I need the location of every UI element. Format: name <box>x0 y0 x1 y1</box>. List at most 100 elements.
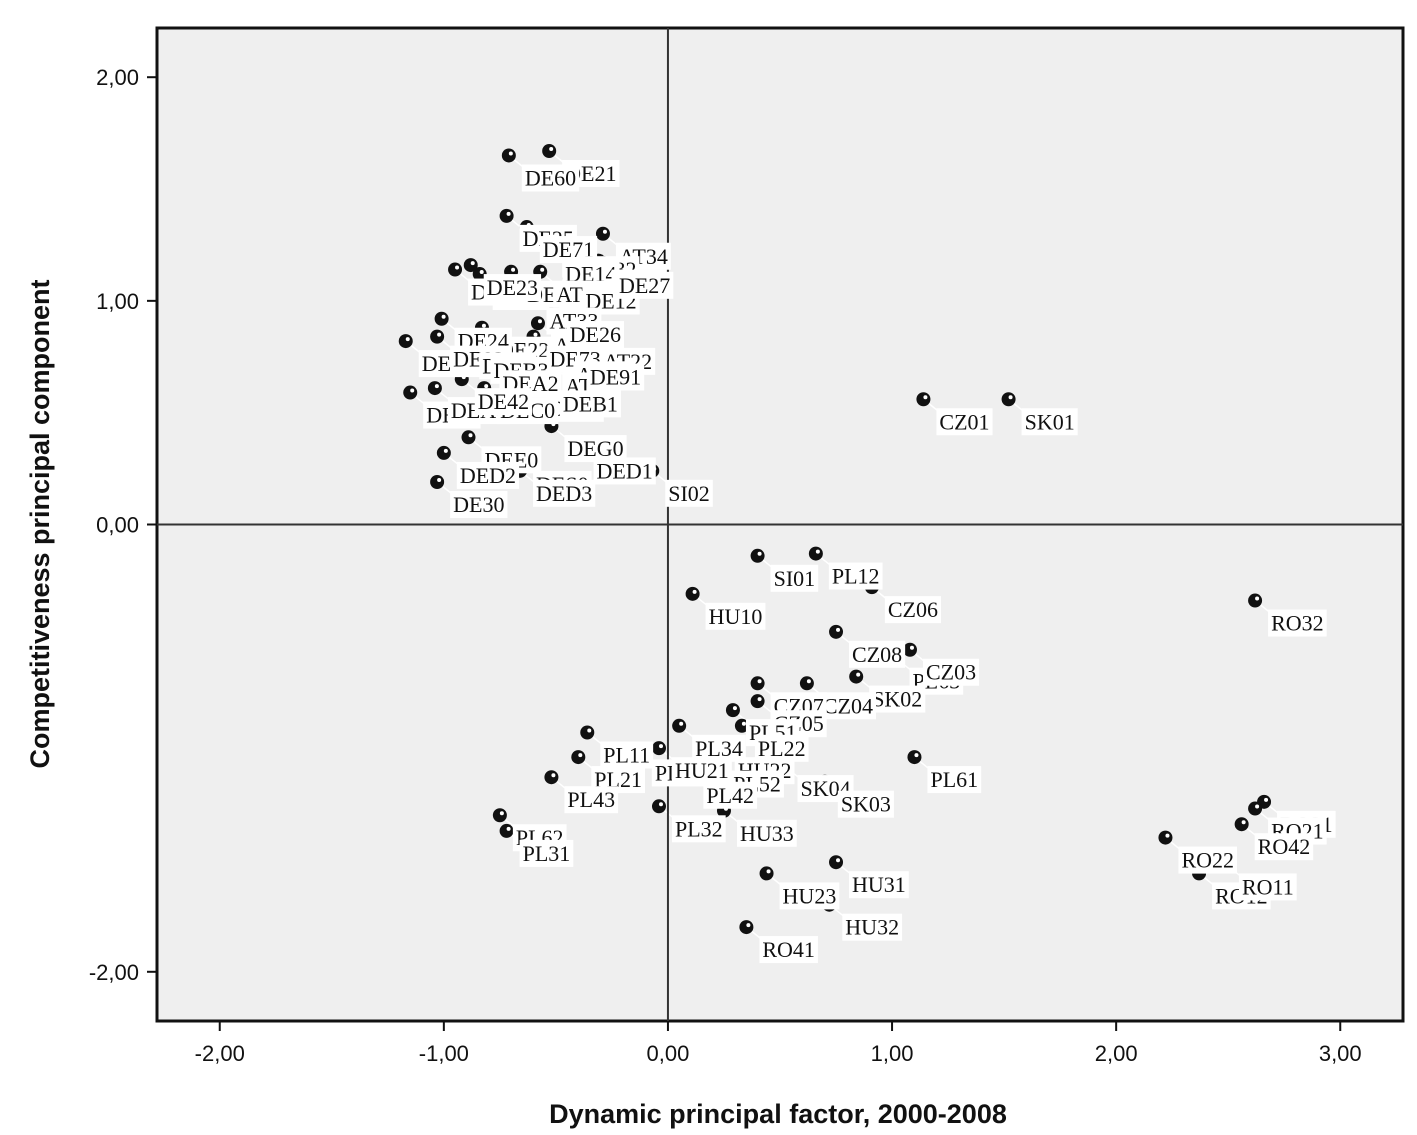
data-point <box>436 445 451 460</box>
data-point <box>448 262 463 277</box>
data-point-highlight <box>470 261 475 266</box>
data-point <box>499 823 514 838</box>
data-label-background <box>779 882 840 910</box>
data-label: PL34 <box>695 736 743 761</box>
data-label: DE42 <box>478 389 529 414</box>
data-point <box>501 148 516 163</box>
data-point <box>430 475 445 490</box>
data-point-highlight <box>484 384 489 389</box>
data-point-highlight <box>508 151 513 156</box>
data-point-highlight <box>746 923 751 928</box>
x-axis-title: Dynamic principal factor, 2000-2008 <box>549 1099 1007 1129</box>
data-label: DED2 <box>460 463 516 488</box>
data-point <box>1158 830 1173 845</box>
data-label-background <box>1238 873 1297 901</box>
data-point-highlight <box>511 267 516 272</box>
data-point-highlight <box>766 869 771 874</box>
data-label: HU32 <box>845 915 899 940</box>
data-label-background <box>922 658 980 686</box>
data-label-background <box>559 390 621 418</box>
data-label-background <box>884 596 942 624</box>
data-label: SI01 <box>774 566 816 591</box>
data-label: RO11 <box>1242 874 1294 899</box>
data-label-background <box>1268 609 1327 637</box>
data-label: PL12 <box>832 564 880 589</box>
data-point-highlight <box>909 645 914 650</box>
data-label-background <box>671 757 732 785</box>
data-label-background <box>474 388 533 416</box>
data-point-highlight <box>437 332 442 337</box>
data-point <box>750 676 765 691</box>
data-label-background <box>533 479 596 507</box>
data-label: CZ08 <box>852 642 902 667</box>
data-label-background <box>566 321 624 349</box>
data-point <box>571 750 586 765</box>
data-label-background <box>869 685 926 713</box>
data-point-highlight <box>1264 797 1269 802</box>
data-label: PL42 <box>706 783 754 808</box>
data-label: PL22 <box>758 736 806 761</box>
data-point <box>1234 817 1249 832</box>
data-label-background <box>586 363 645 391</box>
data-label-background <box>521 164 580 192</box>
x-tick-label: -2,00 <box>195 1041 245 1066</box>
data-point-highlight <box>679 721 684 726</box>
data-labels: DE21DE60DE11DE25DE71AT34AT32DE14AT13DE13… <box>418 160 1336 964</box>
data-label: PL31 <box>523 841 571 866</box>
data-point <box>472 267 487 282</box>
data-label: RO32 <box>1271 611 1324 636</box>
data-point <box>427 381 442 396</box>
data-point <box>849 669 864 684</box>
data-label-background <box>593 457 656 485</box>
data-label: CZ04 <box>823 693 873 718</box>
data-label-background <box>819 692 877 720</box>
data-label-background <box>483 274 542 302</box>
data-point <box>907 750 922 765</box>
data-point-highlight <box>506 211 511 216</box>
data-point <box>434 311 449 326</box>
x-tick-label: 0,00 <box>647 1041 690 1066</box>
data-point-highlight <box>815 549 820 554</box>
data-label-background <box>927 766 982 794</box>
data-point-highlight <box>914 753 919 758</box>
data-label-background <box>842 913 903 941</box>
data-point <box>492 808 507 823</box>
data-point-highlight <box>1165 833 1170 838</box>
data-point-highlight <box>537 319 542 324</box>
data-point-highlight <box>441 314 446 319</box>
data-label: HU33 <box>740 821 794 846</box>
data-point-highlight <box>658 744 663 749</box>
data-label: CZ01 <box>939 409 989 434</box>
data-point <box>403 385 418 400</box>
data-point-highlight <box>1255 804 1260 809</box>
data-point-highlight <box>468 433 473 438</box>
data-point-highlight <box>757 679 762 684</box>
data-point <box>463 258 478 273</box>
data-point <box>461 430 476 445</box>
data-point-highlight <box>410 388 415 393</box>
data-label-background <box>703 781 758 809</box>
data-point-highlight <box>533 332 538 337</box>
data-point-highlight <box>1241 820 1246 825</box>
data-point <box>829 624 844 639</box>
data-label-background <box>849 871 909 899</box>
data-point-highlight <box>540 267 545 272</box>
data-label-background <box>1254 833 1314 861</box>
data-point-highlight <box>658 802 663 807</box>
x-tick-label: 1,00 <box>871 1041 914 1066</box>
data-point <box>902 642 917 657</box>
data-point-highlight <box>481 323 486 328</box>
data-point-highlight <box>836 627 841 632</box>
data-point <box>398 334 413 349</box>
data-point <box>499 208 514 223</box>
data-point <box>544 770 559 785</box>
data-label: DEB1 <box>563 391 618 416</box>
data-point <box>799 676 814 691</box>
data-point-highlight <box>1008 395 1013 400</box>
data-point <box>672 718 687 733</box>
data-point <box>595 226 610 241</box>
data-label-background <box>615 271 674 299</box>
data-point <box>750 548 765 563</box>
data-label-background <box>1021 408 1078 436</box>
data-point <box>530 316 545 331</box>
